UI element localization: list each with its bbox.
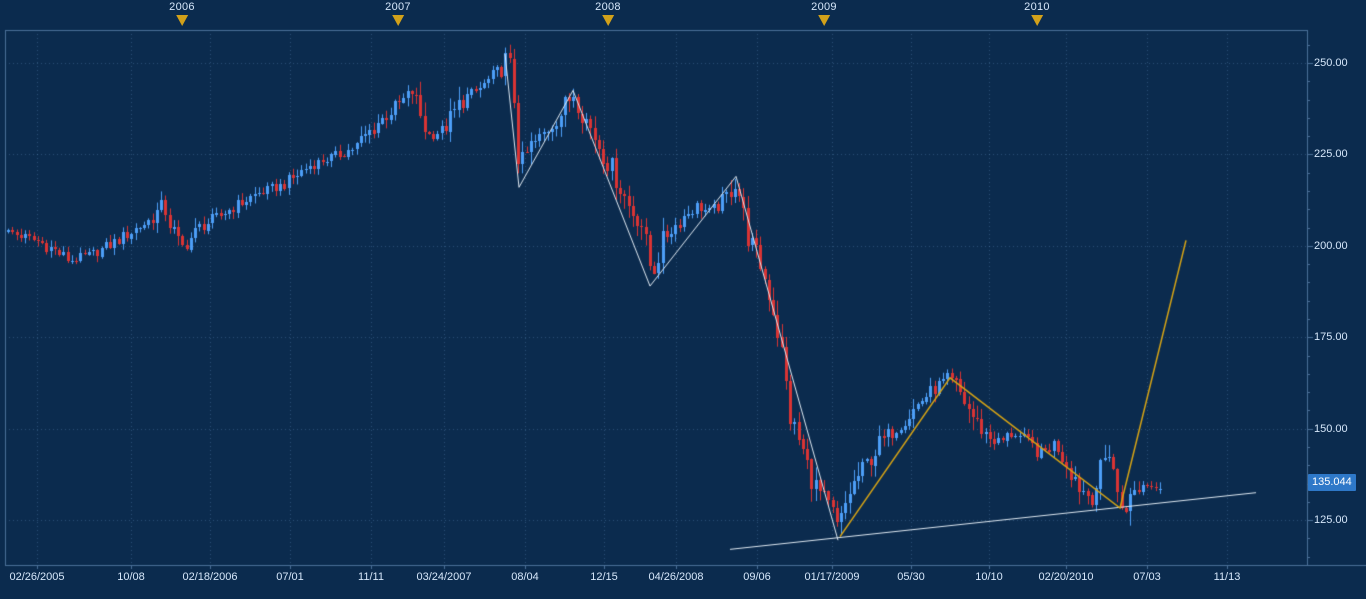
price-chart-canvas[interactable] (0, 0, 1366, 599)
chart-window: 2006 2007 2008 2009 2010 250.00 225.00 2… (0, 0, 1366, 599)
